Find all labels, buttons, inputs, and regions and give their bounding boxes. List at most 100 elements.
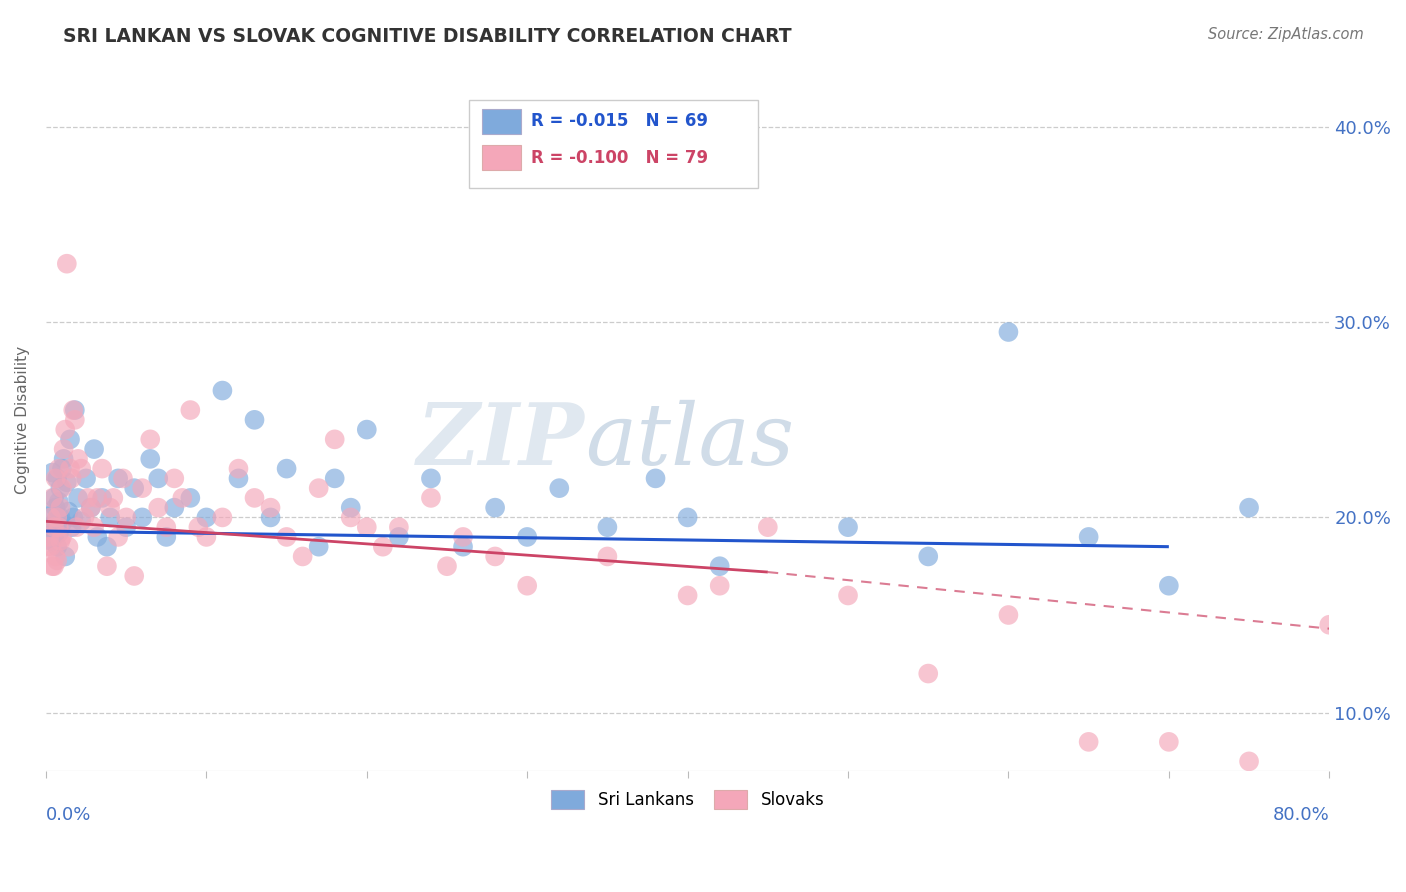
Point (1317, 617, 1340, 632)
Point (70, 461, 93, 475)
Y-axis label: Cognitive Disability: Cognitive Disability (15, 346, 30, 494)
Point (39, 510, 62, 524)
Point (51, 516, 73, 531)
Point (139, 433, 162, 447)
Point (41, 491, 63, 505)
Point (98, 510, 121, 524)
Point (56, 257, 79, 271)
Text: SRI LANKAN VS SLOVAK COGNITIVE DISABILITY CORRELATION CHART: SRI LANKAN VS SLOVAK COGNITIVE DISABILIT… (63, 27, 792, 45)
Point (195, 530, 218, 544)
Point (42, 520, 65, 534)
Point (46, 540, 69, 554)
Point (91, 491, 114, 505)
Point (436, 559, 458, 574)
Point (420, 491, 443, 505)
Point (484, 500, 506, 515)
Point (45, 500, 67, 515)
Point (107, 530, 129, 544)
Point (41, 520, 63, 534)
Point (62, 510, 84, 524)
Point (45, 471, 67, 485)
Point (1157, 579, 1180, 593)
Point (48, 526, 70, 541)
Point (323, 433, 346, 447)
Point (49, 500, 72, 515)
Point (46, 553, 69, 567)
Point (39, 508, 62, 523)
Point (63, 413, 86, 427)
Point (53, 423, 76, 437)
Text: ZIP: ZIP (418, 399, 585, 483)
Point (42, 559, 65, 574)
Point (388, 530, 411, 544)
Point (70, 514, 93, 528)
Point (45, 549, 67, 564)
Point (83, 520, 105, 534)
Text: Source: ZipAtlas.com: Source: ZipAtlas.com (1208, 27, 1364, 42)
Point (49, 510, 72, 524)
Point (1077, 735, 1099, 749)
Point (139, 451, 162, 466)
Point (58, 504, 80, 518)
Point (339, 510, 361, 524)
Point (596, 520, 619, 534)
Point (48, 495, 70, 509)
Point (709, 559, 731, 574)
Text: atlas: atlas (585, 400, 794, 483)
Point (59, 433, 82, 447)
FancyBboxPatch shape (482, 145, 520, 170)
Point (356, 423, 378, 437)
Point (179, 491, 201, 505)
Point (228, 471, 250, 485)
Point (60, 471, 83, 485)
Point (42, 491, 65, 505)
Point (339, 500, 361, 515)
Point (52, 451, 75, 466)
Point (51, 461, 73, 475)
Point (52, 442, 75, 456)
Point (86, 530, 108, 544)
Point (548, 481, 571, 495)
Point (644, 471, 666, 485)
Point (917, 549, 939, 564)
Point (56, 475, 79, 490)
Point (75, 471, 97, 485)
Point (63, 403, 86, 417)
Point (46, 510, 69, 524)
Point (98, 500, 121, 515)
Point (837, 589, 859, 603)
Point (131, 481, 153, 495)
Point (51, 530, 73, 544)
Point (91, 461, 114, 475)
Point (59, 461, 82, 475)
Point (211, 510, 233, 524)
Point (38, 520, 60, 534)
Point (49, 481, 72, 495)
Point (148, 471, 170, 485)
Point (131, 510, 153, 524)
Point (259, 500, 281, 515)
Point (276, 530, 298, 544)
Point (308, 540, 330, 554)
Point (115, 520, 138, 534)
Point (111, 471, 134, 485)
Point (122, 569, 145, 583)
Point (179, 403, 201, 417)
Point (388, 520, 411, 534)
Point (276, 461, 298, 475)
Legend: Sri Lankans, Slovaks: Sri Lankans, Slovaks (544, 783, 831, 815)
Point (371, 540, 394, 554)
Point (756, 520, 779, 534)
Point (195, 510, 218, 524)
Point (997, 325, 1019, 339)
Point (676, 510, 699, 524)
Point (837, 520, 859, 534)
Point (58, 540, 80, 554)
Point (60, 520, 83, 534)
Point (96, 559, 118, 574)
Point (484, 549, 506, 564)
FancyBboxPatch shape (470, 100, 758, 188)
Point (48, 461, 70, 475)
Point (96, 540, 118, 554)
Point (243, 491, 266, 505)
